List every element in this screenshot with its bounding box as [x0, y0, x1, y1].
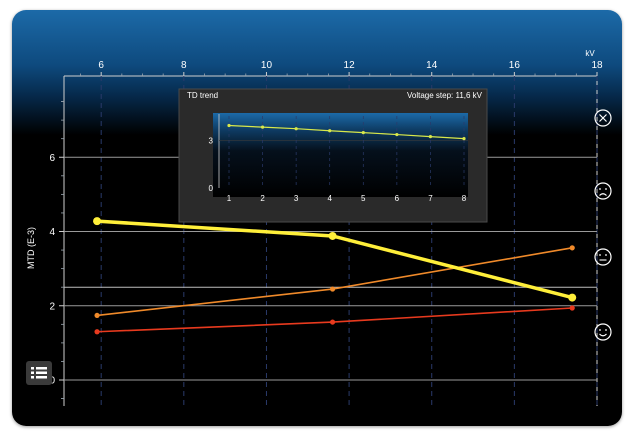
data-point [94, 329, 100, 335]
list-icon [31, 367, 47, 379]
chart-panel: kV MTD (E-3) 6 8 10 12 14 16 18 0 2 4 6 TD trend V… [12, 10, 622, 426]
y-tick-label: 6 [49, 153, 55, 164]
x-tick-label: 10 [261, 60, 273, 71]
inset-x-tick-label: 6 [395, 194, 400, 203]
inset-data-point [328, 129, 332, 133]
inset-x-tick-label: 1 [227, 194, 232, 203]
close-circle-icon[interactable] [594, 109, 612, 127]
x-tick-label: 18 [591, 60, 603, 71]
data-point [568, 293, 577, 302]
inset-data-point [395, 132, 399, 137]
data-point [569, 245, 575, 251]
x-tick-label: 8 [181, 60, 187, 71]
data-point [569, 305, 575, 311]
inset-x-tick-label: 7 [428, 194, 433, 203]
inset-title: TD trend [187, 91, 218, 100]
smiley-face-icon[interactable] [594, 323, 612, 341]
data-point [329, 286, 336, 292]
data-point [328, 231, 337, 240]
inset-y-tick-label: 0 [209, 184, 214, 193]
y-tick-label: 4 [49, 227, 55, 238]
inset-data-point [227, 123, 231, 128]
inset-x-tick-label: 2 [260, 194, 265, 203]
inset-data-point [294, 127, 298, 131]
y-tick-label: 2 [49, 301, 55, 312]
x-tick-label: 6 [98, 60, 104, 71]
data-point [93, 217, 102, 226]
x-tick-label: 12 [344, 60, 356, 71]
x-tick-label: 14 [426, 60, 438, 71]
inset-y-tick-label: 3 [209, 137, 214, 146]
series-line [97, 307, 573, 333]
inset-x-tick-label: 5 [361, 194, 366, 203]
inset-x-tick-label: 8 [462, 194, 467, 203]
inset-step-label: Voltage step: 11,6 kV [407, 91, 483, 100]
td-trend-inset: TD trend Voltage step: 11,6 kV 0 3 1 2 3 4 5 6 7… [178, 88, 488, 223]
y-axis-label: MTD (E-3) [26, 227, 36, 269]
menu-button[interactable] [26, 361, 52, 385]
series-layer [93, 217, 577, 335]
x-tick-label: 16 [509, 60, 521, 71]
sad-face-icon[interactable] [594, 182, 612, 200]
inset-series-line [228, 124, 465, 140]
neutral-face-icon[interactable] [594, 248, 612, 266]
inset-x-tick-label: 3 [294, 194, 299, 203]
data-point [94, 312, 100, 319]
inset-x-tick-label: 4 [327, 194, 332, 203]
inset-plot: 0 3 1 2 3 4 5 6 7 8 [209, 114, 468, 203]
data-point [329, 319, 336, 325]
inset-data-point [260, 125, 265, 129]
y-tick-label: 0 [49, 376, 55, 387]
inset-data-point [361, 131, 365, 135]
inset-data-point [462, 137, 466, 141]
inset-data-point [428, 135, 433, 139]
top-axis-unit-label: kV [585, 49, 595, 58]
